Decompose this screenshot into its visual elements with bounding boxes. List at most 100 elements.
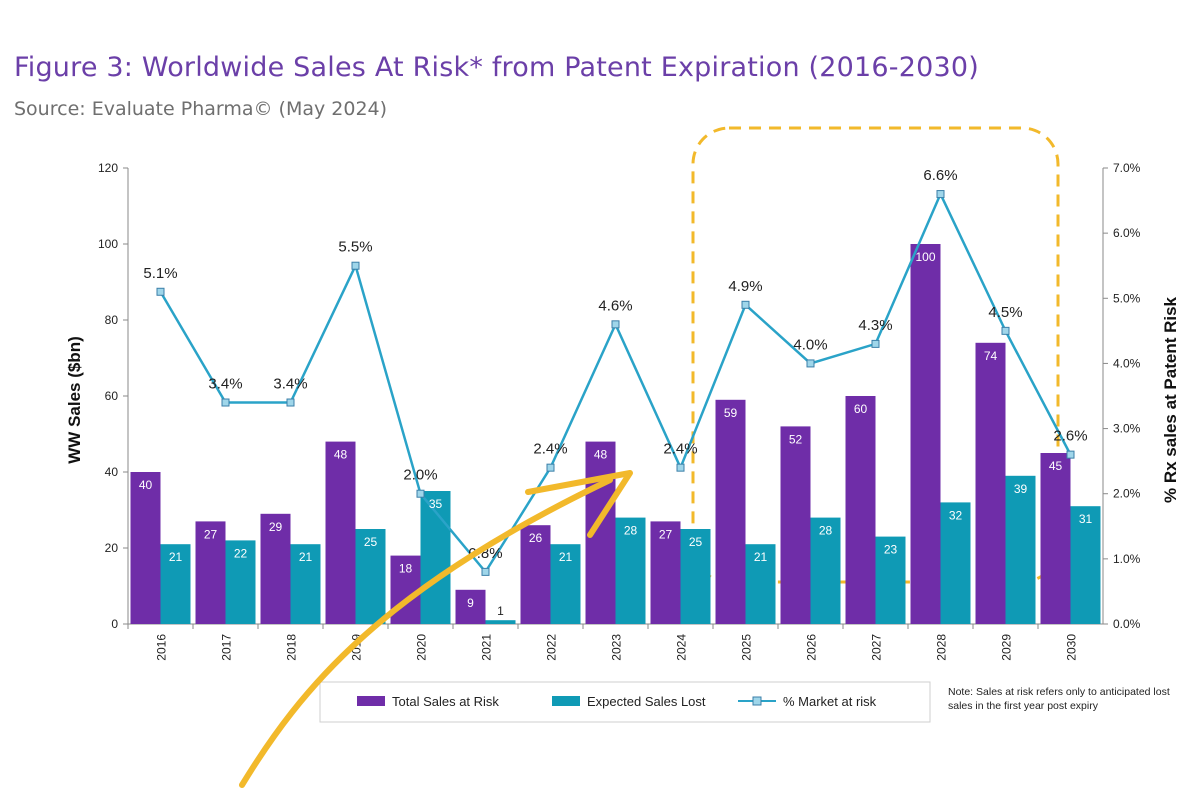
y-tick-label: 20 [105,541,119,555]
line-point-market-at-risk [546,463,555,472]
bar-label-total: 9 [467,596,474,610]
x-tick-label: 2028 [935,634,949,661]
x-tick-label: 2030 [1065,634,1079,661]
bar-expected-sales-lost [160,544,191,624]
bar-total-sales-at-risk [520,525,551,624]
y2-axis-title: % Rx sales at Patent Risk [1161,296,1180,503]
x-tick-label: 2018 [285,634,299,661]
bar-total-sales-at-risk [975,342,1006,624]
bar-expected-sales-lost [485,620,516,624]
line-point-market-at-risk [286,398,295,407]
y-tick-label: 0 [111,617,118,631]
y-tick-label: 40 [105,465,119,479]
bar-label-lost: 31 [1079,512,1093,526]
bar-total-sales-at-risk [455,589,486,624]
bar-total-sales-at-risk [910,244,941,624]
legend-frame [319,681,931,723]
y2-tick-label: 3.0% [1113,422,1141,436]
x-tick-label: 2025 [740,634,754,661]
bar-expected-sales-lost [615,517,646,624]
line-point-market-at-risk [611,320,620,329]
line-point-label: 4.3% [858,317,892,334]
bar-label-total: 27 [659,527,673,541]
figure-source: Source: Evaluate Pharma© (May 2024) [14,98,388,120]
x-tick-label: 2017 [220,634,234,661]
bar-label-total: 29 [269,520,283,534]
bar-label-lost: 39 [1014,482,1028,496]
bar-expected-sales-lost [290,544,321,624]
line-point-market-at-risk [741,300,750,309]
line-point-market-at-risk [221,398,230,407]
legend-label-total: Total Sales at Risk [392,694,499,709]
x-tick-label: 2022 [545,634,559,661]
y2-tick-label: 1.0% [1113,552,1141,566]
bar-label-total: 45 [1049,459,1063,473]
line-point-market-at-risk [1001,326,1010,335]
y-tick-label: 120 [98,161,118,175]
bar-label-total: 40 [139,478,153,492]
bar-expected-sales-lost [1070,506,1101,624]
y2-tick-label: 6.0% [1113,226,1141,240]
bar-label-lost: 21 [754,550,768,564]
bar-expected-sales-lost [745,544,776,624]
bar-label-total: 48 [334,448,348,462]
line-point-label: 3.4% [273,376,307,393]
line-point-market-at-risk [936,190,945,199]
bar-label-lost: 25 [364,535,378,549]
y2-tick-label: 2.0% [1113,487,1141,501]
y-axis-title: WW Sales ($bn) [65,336,84,464]
line-point-label: 2.4% [663,441,697,458]
line-point-label: 3.4% [208,376,242,393]
line-point-label: 5.1% [143,265,177,282]
line-point-market-at-risk [806,359,815,368]
bar-label-total: 74 [984,349,998,363]
bar-label-lost: 25 [689,535,703,549]
bar-total-sales-at-risk [780,426,811,624]
bar-total-sales-at-risk [325,441,356,624]
line-point-label: 4.0% [793,336,827,353]
legend-label-line: % Market at risk [783,694,877,709]
line-point-label: 2.4% [533,441,567,458]
line-point-market-at-risk [481,567,490,576]
bar-label-total: 60 [854,402,868,416]
bar-label-lost: 1 [497,604,504,618]
bar-expected-sales-lost [355,529,386,624]
bar-label-total: 100 [915,250,935,264]
x-tick-label: 2027 [870,634,884,661]
bar-expected-sales-lost [1005,475,1036,624]
y2-tick-label: 7.0% [1113,161,1141,175]
bar-total-sales-at-risk [195,521,226,624]
bar-expected-sales-lost [550,544,581,624]
bar-total-sales-at-risk [715,399,746,624]
bar-label-lost: 21 [559,550,573,564]
bar-label-total: 52 [789,432,803,446]
line-point-market-at-risk [351,261,360,270]
bar-expected-sales-lost [680,529,711,624]
line-point-label: 4.5% [988,304,1022,321]
x-tick-label: 2024 [675,634,689,661]
bar-total-sales-at-risk [260,513,291,624]
y-tick-label: 80 [105,313,119,327]
line-point-market-at-risk [156,287,165,296]
y-tick-label: 60 [105,389,119,403]
line-point-label: 5.5% [338,239,372,256]
legend: Total Sales at Risk Expected Sales Lost … [319,681,931,723]
bar-label-total: 26 [529,531,543,545]
bar-expected-sales-lost [225,540,256,624]
bar-label-total: 18 [399,562,413,576]
bar-label-total: 48 [594,448,608,462]
line-point-label: 4.6% [598,297,632,314]
bar-label-lost: 28 [624,524,638,538]
line-point-market-at-risk [416,489,425,498]
bar-label-total: 27 [204,527,218,541]
line-point-market-at-risk [1066,450,1075,459]
bar-label-lost: 32 [949,508,963,522]
line-point-label: 6.6% [923,167,957,184]
x-tick-label: 2029 [1000,634,1014,661]
bar-expected-sales-lost [940,502,971,624]
line-point-label: 2.6% [1053,428,1087,445]
bar-total-sales-at-risk [650,521,681,624]
bar-label-lost: 23 [884,543,898,557]
bar-expected-sales-lost [875,536,906,624]
x-tick-label: 2016 [155,634,169,661]
